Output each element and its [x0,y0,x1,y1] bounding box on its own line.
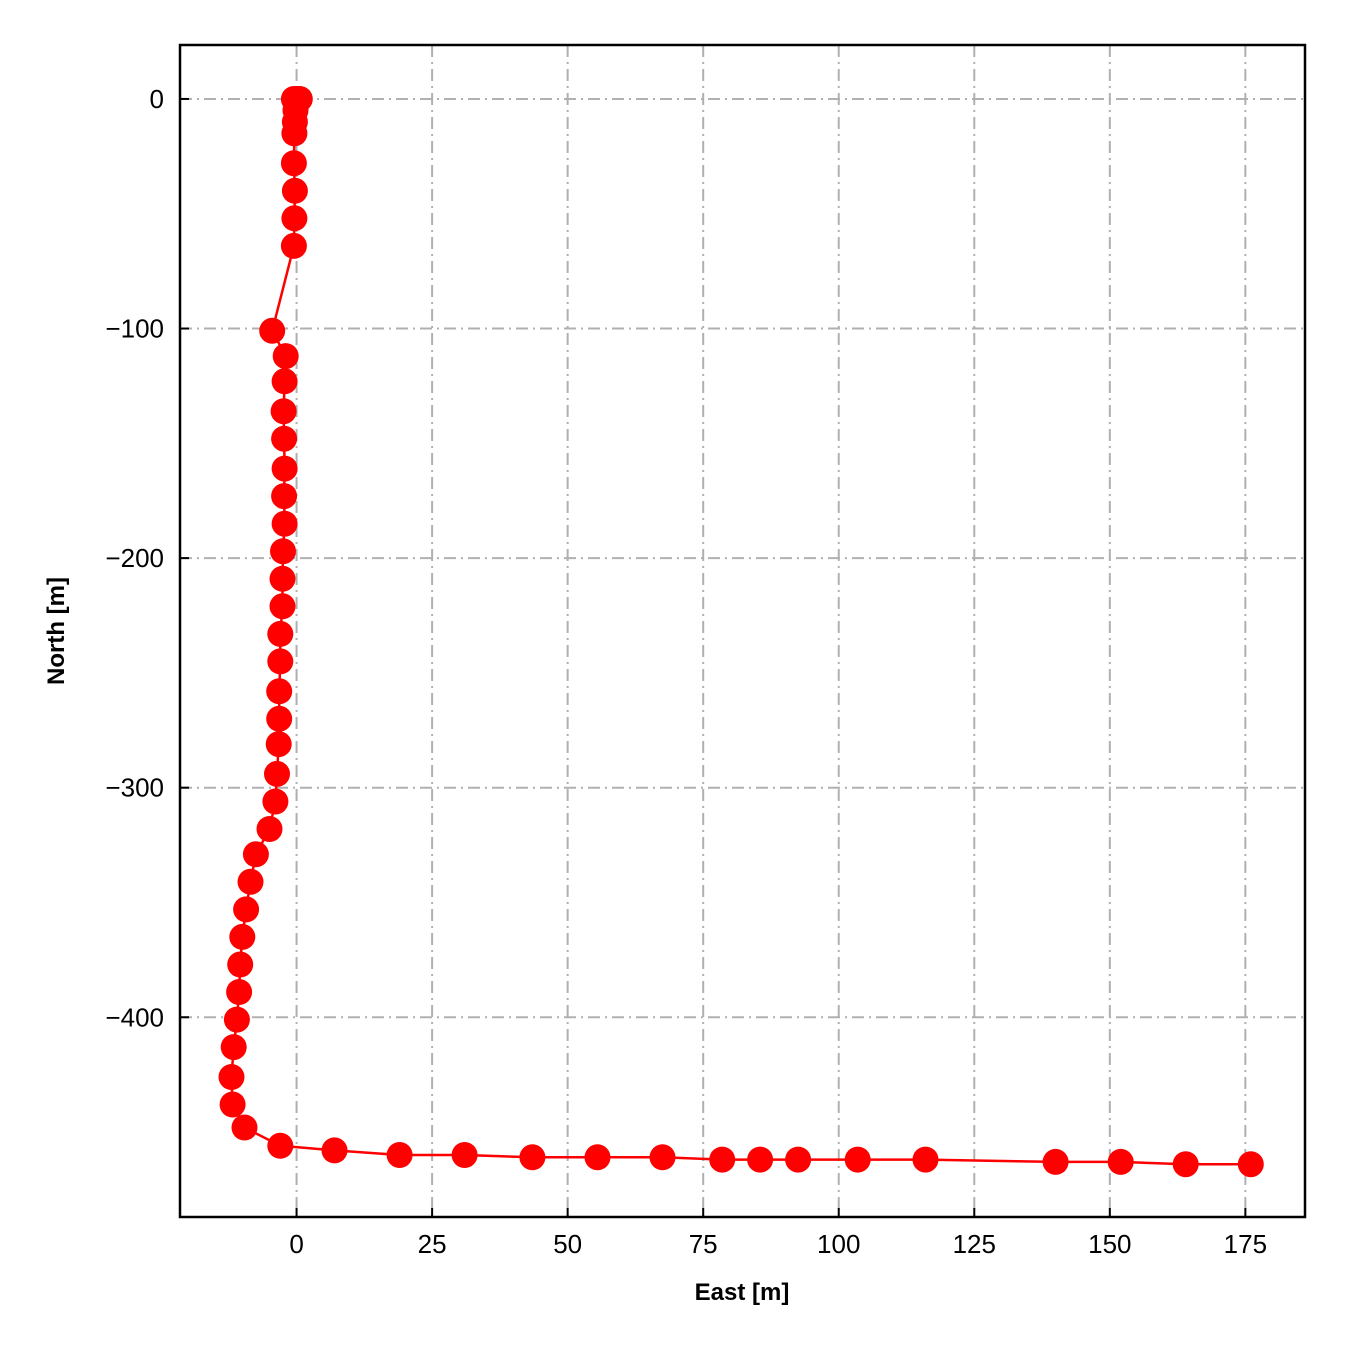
x-tick-label: 100 [817,1229,860,1259]
data-point [281,120,308,147]
data-point [321,1137,348,1164]
data-point [747,1146,774,1173]
data-point [451,1142,478,1168]
x-tick-label: 125 [953,1229,996,1259]
data-point [259,317,286,344]
data-point [267,620,294,647]
data-point [227,951,254,978]
data-point [271,425,298,452]
data-point [269,593,296,620]
data-point [256,816,283,842]
x-tick-label: 25 [418,1229,447,1259]
x-axis-label: East [m] [695,1279,790,1306]
data-point [1237,1151,1264,1178]
data-point [229,923,256,950]
data-point [218,1064,245,1090]
data-point [271,455,298,482]
data-point [266,678,293,705]
series-layer [218,86,1264,1178]
data-point [223,1006,250,1033]
y-tick-label: −100 [105,314,164,344]
x-tick-label: 175 [1224,1229,1267,1259]
data-point [519,1144,546,1171]
data-point [280,150,307,177]
data-point [231,1114,258,1141]
data-point [271,368,298,395]
data-point [649,1144,676,1171]
x-tick-label: 0 [289,1229,303,1259]
data-point [267,1132,294,1159]
x-tick-label: 150 [1088,1229,1131,1259]
y-tick-label: −200 [105,543,164,573]
data-point [264,760,290,787]
data-point [844,1146,871,1173]
data-point [785,1146,812,1173]
data-point [267,648,294,675]
x-tick-label: 50 [553,1229,582,1259]
grid [180,45,1305,1217]
data-point [709,1146,736,1173]
plot-frame [178,43,1307,1219]
data-point [281,205,308,232]
y-tick-label: −300 [105,773,164,803]
data-point [1042,1148,1069,1175]
data-point [270,398,297,425]
data-point [219,1091,246,1118]
data-point [272,343,299,370]
data-point [386,1142,413,1168]
data-point [262,788,289,815]
data-point [270,538,296,565]
data-point [266,705,293,732]
data-point [269,565,296,592]
y-tick-label: −400 [105,1002,164,1032]
data-point [265,731,292,758]
data-point [226,979,253,1005]
y-tick-label: 0 [150,84,164,114]
data-point [237,868,264,895]
data-point [912,1146,939,1173]
data-point [233,896,260,923]
data-point [271,510,298,537]
data-point [584,1144,611,1171]
series-line [230,97,1251,1166]
data-point [271,483,298,510]
data-point [242,841,269,868]
data-point [280,232,307,259]
data-point [1107,1148,1134,1175]
x-tick-label: 75 [689,1229,718,1259]
data-point [281,177,308,204]
data-point [220,1034,247,1061]
data-point [1172,1151,1199,1178]
y-axis-label: North [m] [43,577,70,685]
ticks: 0 25 50 75 100 125 150 175 0 −100 −200 −300 −400 [105,84,1267,1259]
